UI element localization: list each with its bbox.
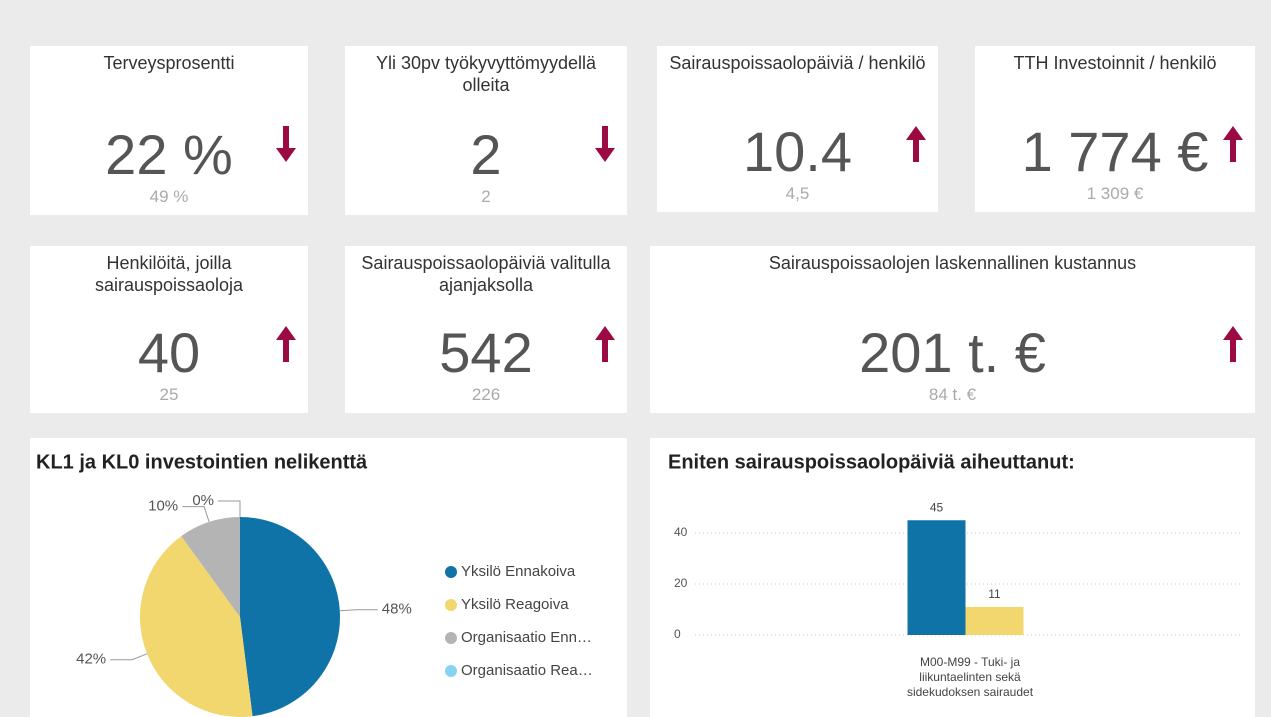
- kpi-previous: 2: [481, 187, 491, 206]
- kpi-previous: 1 309 €: [1086, 184, 1144, 203]
- kpi-title: Yli 30pv työkyvyttömyydellä olleita: [375, 53, 597, 95]
- trend-arrow: [1223, 326, 1243, 362]
- bar: [907, 520, 966, 635]
- kpi-value: 22 %: [105, 123, 233, 186]
- legend-label: Organisaatio Enn…: [461, 629, 592, 646]
- kpi-card: Terveysprosentti 22 % 49 %: [30, 46, 308, 215]
- data-label: 45: [930, 500, 944, 514]
- kpi-title: TTH Investoinnit / henkilö: [1013, 53, 1217, 73]
- leader-line: [182, 506, 210, 523]
- kpi-card: Sairauspoissaolopäiviä / henkilö 10.4 4,5: [657, 46, 938, 212]
- arrow-shape: [906, 126, 926, 162]
- arrow-shape: [595, 126, 615, 162]
- bar: [965, 606, 1024, 635]
- kpi-previous: 49 %: [149, 187, 189, 206]
- leader-line: [110, 653, 148, 661]
- kpi-title: Henkilöitä, joilla sairauspoissaoloja: [94, 253, 244, 295]
- arrow-shape: [595, 326, 615, 362]
- leader-line: [339, 609, 378, 612]
- legend-label: Yksilö Ennakoiva: [461, 563, 576, 580]
- kpi-title: Sairauspoissaolopäiviä valitulla ajanjak…: [361, 253, 611, 295]
- data-label: 42%: [76, 651, 106, 668]
- legend-swatch: [445, 599, 457, 611]
- kpi-previous: 4,5: [785, 184, 810, 203]
- kpi-card: Sairauspoissaolopäiviä valitulla ajanjak…: [345, 246, 627, 413]
- kpi-value: 10.4: [743, 120, 852, 183]
- trend-arrow: [276, 326, 296, 362]
- legend-swatch: [445, 665, 457, 677]
- pie-slice: [181, 517, 240, 617]
- data-label: 0%: [192, 492, 214, 509]
- legend-swatch: [445, 632, 457, 644]
- kpi-previous: 25: [159, 385, 179, 404]
- kpi-title: Sairauspoissaolopäiviä / henkilö: [669, 53, 926, 73]
- arrow-shape: [276, 326, 296, 362]
- y-tick-label: 40: [674, 525, 688, 539]
- pie-slice: [140, 536, 253, 717]
- pie-slice: [240, 517, 340, 717]
- data-label: 48%: [382, 601, 412, 618]
- trend-arrow: [595, 126, 615, 162]
- kpi-value: 40: [137, 321, 201, 384]
- kpi-card: Sairauspoissaolojen laskennallinen kusta…: [650, 246, 1255, 413]
- kpi-value: 1 774 €: [1021, 120, 1209, 183]
- leader-line: [218, 500, 241, 517]
- trend-arrow: [906, 126, 926, 162]
- legend-label: Yksilö Reagoiva: [461, 596, 569, 613]
- kpi-card: Yli 30pv työkyvyttömyydellä olleita 2 2: [345, 46, 627, 215]
- trend-arrow: [276, 126, 296, 162]
- y-tick-label: 0: [674, 627, 681, 641]
- x-tick-label: M00-M99 - Tuki- ja liikuntaelinten sekä …: [906, 655, 1034, 699]
- legend-label: Organisaatio Rea…: [461, 662, 593, 679]
- arrow-shape: [1223, 326, 1243, 362]
- y-tick-label: 20: [674, 576, 688, 590]
- arrow-shape: [276, 126, 296, 162]
- kpi-value: 542: [439, 321, 533, 384]
- data-label: 10%: [148, 498, 178, 515]
- legend-swatch: [445, 566, 457, 578]
- kpi-value: 2: [470, 123, 502, 186]
- trend-arrow: [1223, 126, 1243, 162]
- pie-title: KL1 ja KL0 investointien nelikenttä: [36, 451, 368, 473]
- kpi-card: Henkilöitä, joilla sairauspoissaoloja 40 2…: [30, 246, 308, 413]
- kpi-card: TTH Investoinnit / henkilö 1 774 €1 309 €: [975, 46, 1255, 212]
- trend-arrow: [595, 326, 615, 362]
- arrow-shape: [1223, 126, 1243, 162]
- kpi-value: 201 t. €: [859, 321, 1046, 384]
- kpi-previous: 84 t. €: [928, 385, 977, 404]
- kpi-title: Terveysprosentti: [103, 53, 235, 73]
- data-label: 11: [988, 587, 1001, 601]
- kpi-previous: 226: [471, 385, 501, 404]
- kpi-title: Sairauspoissaolojen laskennallinen kusta…: [768, 253, 1137, 273]
- bar-title: Eniten sairauspoissaolopäiviä aiheuttanu…: [668, 451, 1075, 473]
